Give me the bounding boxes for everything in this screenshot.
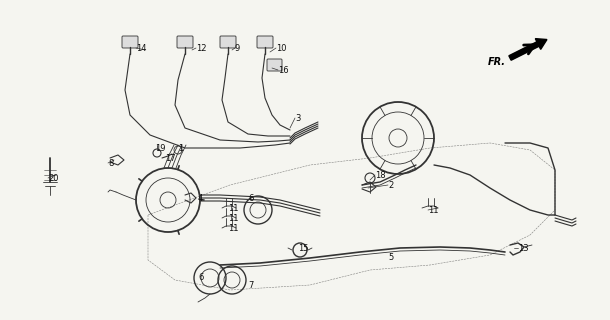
Text: 11: 11 xyxy=(228,204,239,212)
Text: 2: 2 xyxy=(388,180,393,189)
Text: 20: 20 xyxy=(48,173,59,182)
Text: 10: 10 xyxy=(276,44,287,52)
Text: 12: 12 xyxy=(196,44,207,52)
Text: 15: 15 xyxy=(298,244,309,252)
FancyBboxPatch shape xyxy=(177,36,193,48)
Text: 17: 17 xyxy=(165,154,176,163)
Text: 6: 6 xyxy=(248,194,253,203)
FancyArrow shape xyxy=(509,39,547,60)
Text: 4: 4 xyxy=(198,194,203,203)
Text: 1: 1 xyxy=(178,143,183,153)
Text: 9: 9 xyxy=(235,44,240,52)
Text: 14: 14 xyxy=(136,44,146,52)
Text: 3: 3 xyxy=(295,114,300,123)
Text: 19: 19 xyxy=(155,143,165,153)
Text: 18: 18 xyxy=(375,171,386,180)
FancyBboxPatch shape xyxy=(220,36,236,48)
Text: 16: 16 xyxy=(278,66,289,75)
FancyBboxPatch shape xyxy=(122,36,138,48)
Text: 6: 6 xyxy=(198,274,203,283)
Text: 5: 5 xyxy=(388,253,393,262)
Text: FR.: FR. xyxy=(488,57,506,67)
Text: 11: 11 xyxy=(228,223,239,233)
Text: 8: 8 xyxy=(108,158,113,167)
Text: 11: 11 xyxy=(428,205,439,214)
Text: 13: 13 xyxy=(518,244,529,252)
Text: 11: 11 xyxy=(228,213,239,222)
FancyBboxPatch shape xyxy=(267,59,282,71)
FancyBboxPatch shape xyxy=(257,36,273,48)
Text: 7: 7 xyxy=(248,281,253,290)
